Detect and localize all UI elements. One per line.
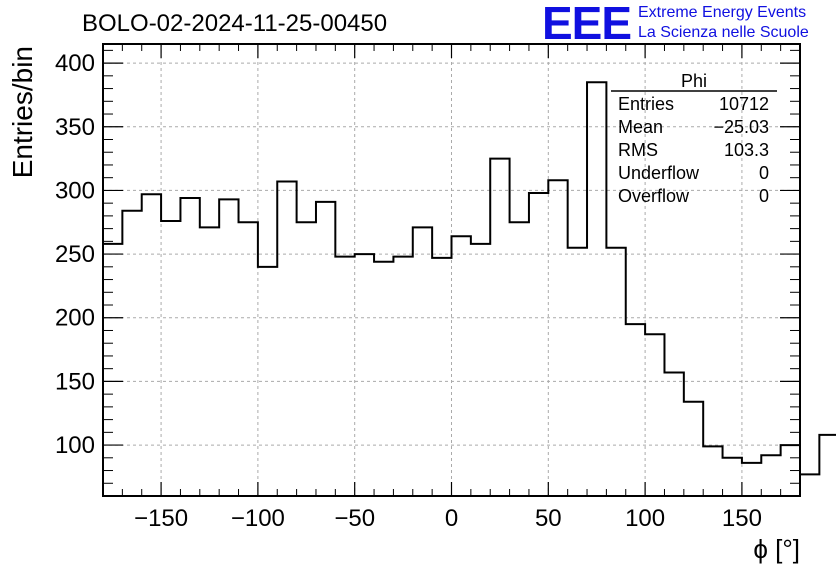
histogram-bin [490,159,509,496]
eee-logo: EEE [542,0,632,49]
histogram-bin [684,402,703,496]
histogram-bin [626,324,645,496]
histogram-bin [568,248,587,496]
x-tick-label: 100 [625,505,665,532]
histogram-bin [742,463,761,496]
y-axis-label: Entries/bin [7,46,38,178]
histogram-bin [819,435,836,496]
histogram-bin [510,222,529,496]
stats-row-value: 10712 [719,94,769,114]
y-tick-label: 400 [55,50,95,77]
histogram-bin [587,82,606,496]
histogram-bin [355,254,374,496]
histogram-bin [723,458,742,496]
stats-row-label: Mean [618,117,663,137]
histogram-bin [432,258,451,496]
histogram-bin [703,446,722,496]
y-tick-label: 300 [55,177,95,204]
x-tick-label: −50 [334,505,375,532]
stats-name: Phi [681,71,707,91]
stats-row-value: 103.3 [724,140,769,160]
histogram-outline [103,81,836,476]
logo-line-1: Extreme Energy Events [638,4,807,21]
histogram-bin [645,334,664,496]
histogram-bin [180,198,199,496]
histogram-bin [393,257,412,496]
stats-row-value: 0 [759,186,769,206]
histogram-bin [200,227,219,496]
y-tick-label: 100 [55,432,95,459]
stats-box: Phi Entries 10712 Mean −25.03 RMS 103.3 Underf… [611,71,777,206]
histogram-bin [413,227,432,496]
x-tick-label: 150 [722,505,762,532]
histogram-bin [664,372,683,496]
histogram-bin [335,257,354,496]
histogram-bin [374,262,393,496]
x-tick-label: 50 [535,505,562,532]
stats-row-label: Overflow [618,186,690,206]
stats-row-value: 0 [759,163,769,183]
histogram-bin [277,182,296,496]
y-tick-label: 250 [55,241,95,268]
x-tick-label: 0 [445,505,458,532]
histogram-bin [316,202,335,496]
histogram-bin [239,222,258,496]
histogram-bin [606,248,625,496]
histogram-bin [548,180,567,496]
histogram-bin [452,236,471,496]
x-axis-label: ϕ [°] [753,534,800,564]
stats-row-label: Entries [618,94,674,114]
x-tick-label: −100 [231,505,285,532]
histogram-series [103,81,836,496]
stats-row-label: Underflow [618,163,700,183]
histogram-bin [297,222,316,496]
y-tick-label: 350 [55,114,95,141]
x-tick-label: −150 [134,505,188,532]
histogram-bin [142,194,161,496]
histogram-bin [471,244,490,496]
histogram-bin [529,193,548,496]
stats-row-label: RMS [618,140,658,160]
logo-line-2: La Scienza nelle Scuole [638,24,809,41]
axis-ticks [102,44,801,496]
tick-labels: −150 −100 −50 0 50 100 150 100 150 200 250 300 350 40… [55,50,762,532]
chart-title: BOLO-02-2024-11-25-00450 [82,10,388,37]
y-tick-label: 150 [55,368,95,395]
histogram-bin [122,211,141,496]
histogram-bin [761,455,780,496]
stats-row-value: −25.03 [713,117,769,137]
histogram-bin [258,267,277,496]
y-tick-label: 200 [55,305,95,332]
histogram-bin [161,221,180,496]
histogram-bin [800,474,819,496]
histogram-bin [219,199,238,496]
